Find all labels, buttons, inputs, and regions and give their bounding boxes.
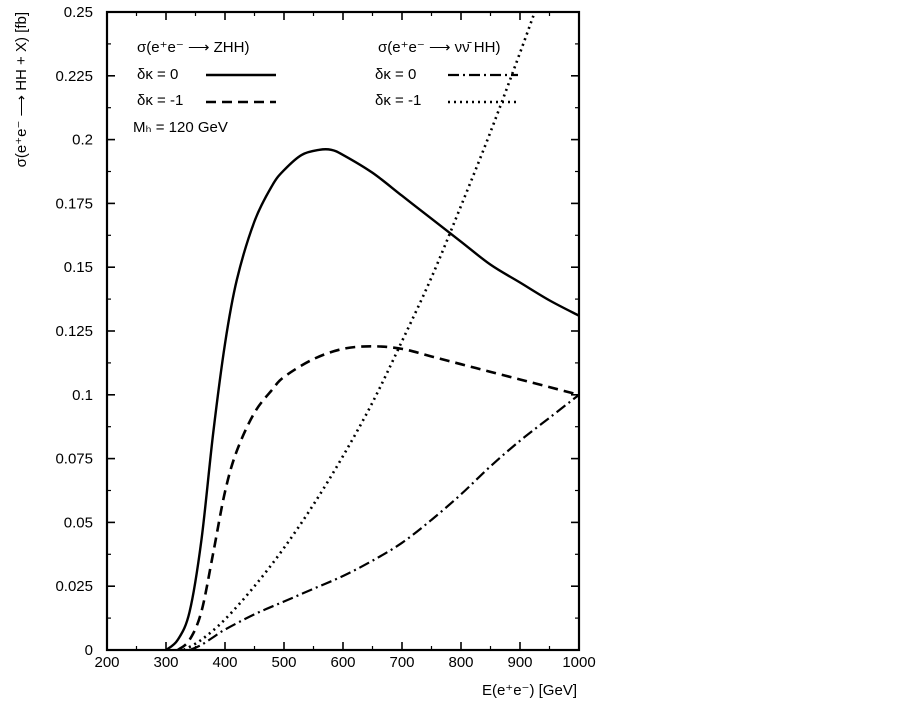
y-tick-label: 0.175 bbox=[55, 195, 93, 212]
legend-label-nunu-dkm1: δκ = -1 bbox=[375, 92, 421, 109]
x-tick-label: 1000 bbox=[562, 654, 595, 671]
series-nunu-dkm1-line bbox=[183, 12, 537, 650]
y-tick-label: 0.1 bbox=[72, 387, 93, 404]
x-tick-label: 600 bbox=[330, 654, 355, 671]
y-tick-label: 0.125 bbox=[55, 323, 93, 340]
x-tick-label: 300 bbox=[153, 654, 178, 671]
y-tick-label: 0.075 bbox=[55, 451, 93, 468]
y-tick-label: 0.05 bbox=[64, 514, 93, 531]
x-tick-label: 500 bbox=[271, 654, 296, 671]
legend-label-zhh-dk0: δκ = 0 bbox=[137, 66, 178, 83]
y-tick-label: 0.15 bbox=[64, 259, 93, 276]
y-tick-label: 0.025 bbox=[55, 578, 93, 595]
x-tick-label: 800 bbox=[448, 654, 473, 671]
series-zhh-dkm1-line bbox=[176, 345, 579, 650]
y-axis-title: σ(e⁺e⁻ ⟶ HH + X) [fb] bbox=[13, 12, 30, 167]
legend-label-nunu-dk0: δκ = 0 bbox=[375, 66, 416, 83]
legend-header-nunuhh: σ(e⁺e⁻ ⟶ νν̄ HH) bbox=[378, 39, 500, 56]
series-zhh-dk0-line bbox=[165, 147, 579, 650]
x-tick-label: 700 bbox=[389, 654, 414, 671]
series-nunu-dk0-line bbox=[189, 393, 579, 650]
axis-ticks: 200 300 400 500 600 700 800 900 1000 0 0.025 0.05 0.… bbox=[55, 4, 595, 671]
x-tick-label: 200 bbox=[94, 654, 119, 671]
y-tick-label: 0 bbox=[85, 642, 93, 659]
x-tick-label: 900 bbox=[507, 654, 532, 671]
y-tick-label: 0.2 bbox=[72, 132, 93, 149]
legend-label-zhh-dkm1: δκ = -1 bbox=[137, 92, 183, 109]
x-tick-label: 400 bbox=[212, 654, 237, 671]
y-tick-label: 0.25 bbox=[64, 4, 93, 21]
series-group bbox=[165, 12, 579, 650]
legend-mass-note: Mₕ = 120 GeV bbox=[133, 119, 228, 136]
x-axis-title: E(e⁺e⁻) [GeV] bbox=[482, 682, 577, 699]
y-tick-label: 0.225 bbox=[55, 68, 93, 85]
legend: σ(e⁺e⁻ ⟶ ZHH) δκ = 0 δκ = -1 Mₕ = 120 Ge… bbox=[133, 39, 518, 136]
legend-header-zhh: σ(e⁺e⁻ ⟶ ZHH) bbox=[137, 39, 249, 56]
